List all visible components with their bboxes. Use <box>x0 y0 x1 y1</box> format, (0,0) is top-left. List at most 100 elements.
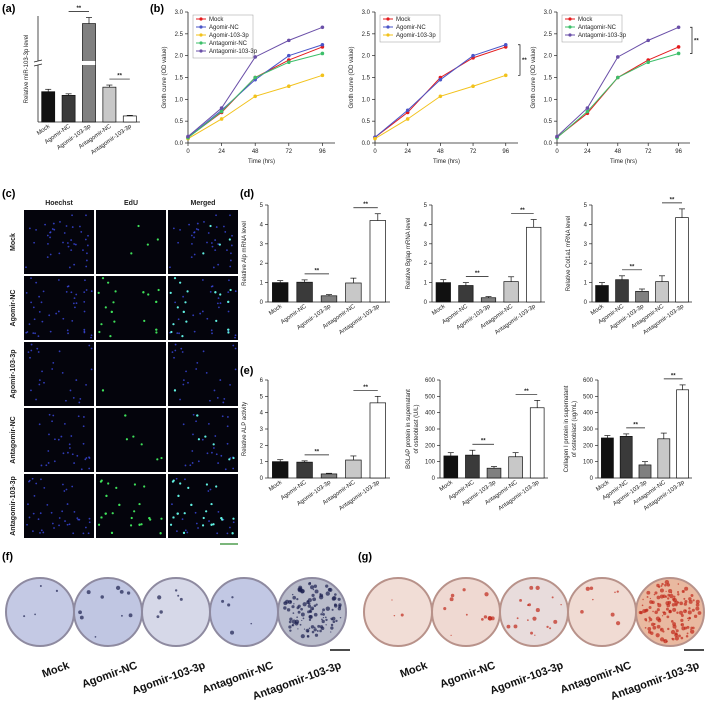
nucleus <box>53 228 56 231</box>
legend-marker <box>568 17 572 21</box>
nucleus <box>65 399 67 402</box>
nucleus <box>223 225 225 228</box>
bar <box>529 407 545 479</box>
data-point <box>503 73 508 78</box>
edu-cell <box>187 486 190 489</box>
stain-spot <box>291 623 295 627</box>
stain-spot <box>683 609 687 614</box>
stain-spot <box>580 610 584 614</box>
nucleus <box>207 422 210 425</box>
stain-spot <box>312 597 317 602</box>
stain-spot <box>662 594 666 598</box>
data-point <box>320 73 325 78</box>
nucleus <box>33 241 36 244</box>
stain-spot <box>686 625 690 629</box>
x-tick-label: Mock <box>590 303 606 317</box>
nucleus <box>88 517 91 520</box>
nucleus <box>234 336 236 339</box>
nucleus <box>72 302 75 305</box>
nucleus <box>39 512 42 515</box>
nucleus <box>38 310 41 313</box>
nucleus <box>218 306 220 309</box>
x-tick-label: 0 <box>186 149 190 155</box>
nucleus <box>80 231 83 233</box>
nucleus <box>191 450 194 452</box>
series-line <box>374 74 506 140</box>
stain-spot <box>319 593 324 598</box>
nucleus <box>216 396 219 399</box>
edu-cell <box>197 438 201 441</box>
bar <box>435 282 451 303</box>
stain-spot <box>697 611 702 615</box>
stain-spot <box>610 612 615 617</box>
stain-spot <box>660 628 663 631</box>
dish-label: Agomir-103-3p <box>131 659 208 697</box>
stain-spot <box>551 596 554 599</box>
nucleus <box>229 526 231 529</box>
stain-spot <box>684 586 689 591</box>
edu-cell <box>143 319 146 322</box>
stain-spot <box>294 621 299 626</box>
nucleus <box>35 281 38 284</box>
nucleus <box>45 464 48 467</box>
x-axis-label: Time (hrs) <box>433 159 460 165</box>
stain-spot <box>529 585 534 590</box>
stain-spot <box>313 626 316 629</box>
nucleus <box>57 438 60 441</box>
nucleus <box>219 302 222 305</box>
edu-cell <box>160 456 163 460</box>
y-tick-label: 200 <box>425 443 436 449</box>
micrograph <box>96 342 166 406</box>
stain-spot <box>313 628 317 632</box>
data-point <box>320 25 325 30</box>
edu-cell <box>182 310 185 313</box>
stain-spot <box>291 593 294 596</box>
nucleus <box>90 336 92 339</box>
data-point <box>438 77 443 82</box>
nucleus <box>213 389 216 392</box>
edu-cell <box>156 458 159 461</box>
stain-spot <box>692 626 695 630</box>
nucleus <box>186 531 189 534</box>
y-tick-label: 3 <box>424 242 428 248</box>
nucleus <box>209 399 211 402</box>
nucleus <box>51 228 54 230</box>
stain-spot <box>325 606 331 611</box>
nucleus <box>51 368 54 370</box>
dish-label: Mock <box>40 659 71 680</box>
nucleus <box>184 464 187 467</box>
stain-spot <box>490 616 495 621</box>
y-tick-label: 0.5 <box>362 119 371 125</box>
stain-spot <box>530 631 534 635</box>
nucleus <box>189 464 192 467</box>
stain-spot <box>450 634 452 637</box>
stain-spot <box>532 616 537 621</box>
nucleus <box>50 511 53 514</box>
nucleus <box>209 290 212 293</box>
data-point <box>585 106 590 110</box>
stain-spot <box>680 614 684 618</box>
nucleus <box>195 368 198 370</box>
stain-spot <box>656 624 661 629</box>
stain-spot <box>693 614 698 619</box>
y-tick-label: 1 <box>260 281 264 287</box>
nucleus <box>49 236 51 239</box>
stain-spot <box>322 616 325 619</box>
stain-spot <box>675 628 677 630</box>
stain-spot <box>100 595 104 599</box>
data-point <box>676 45 681 49</box>
nucleus <box>206 317 209 320</box>
stain-spot <box>311 630 315 634</box>
micrograph <box>96 474 166 538</box>
nucleus <box>224 468 227 471</box>
x-tick-label: 72 <box>285 149 292 155</box>
nucleus <box>76 517 79 520</box>
stain-spot <box>685 634 689 638</box>
stain-spot <box>678 634 681 638</box>
y-axis-label: Collagen I protein in supernatant <box>564 385 570 472</box>
stain-spot <box>286 608 291 612</box>
nucleus <box>47 450 50 452</box>
stain-spot <box>519 598 522 602</box>
edu-cell <box>227 331 230 334</box>
nucleus <box>196 222 199 225</box>
